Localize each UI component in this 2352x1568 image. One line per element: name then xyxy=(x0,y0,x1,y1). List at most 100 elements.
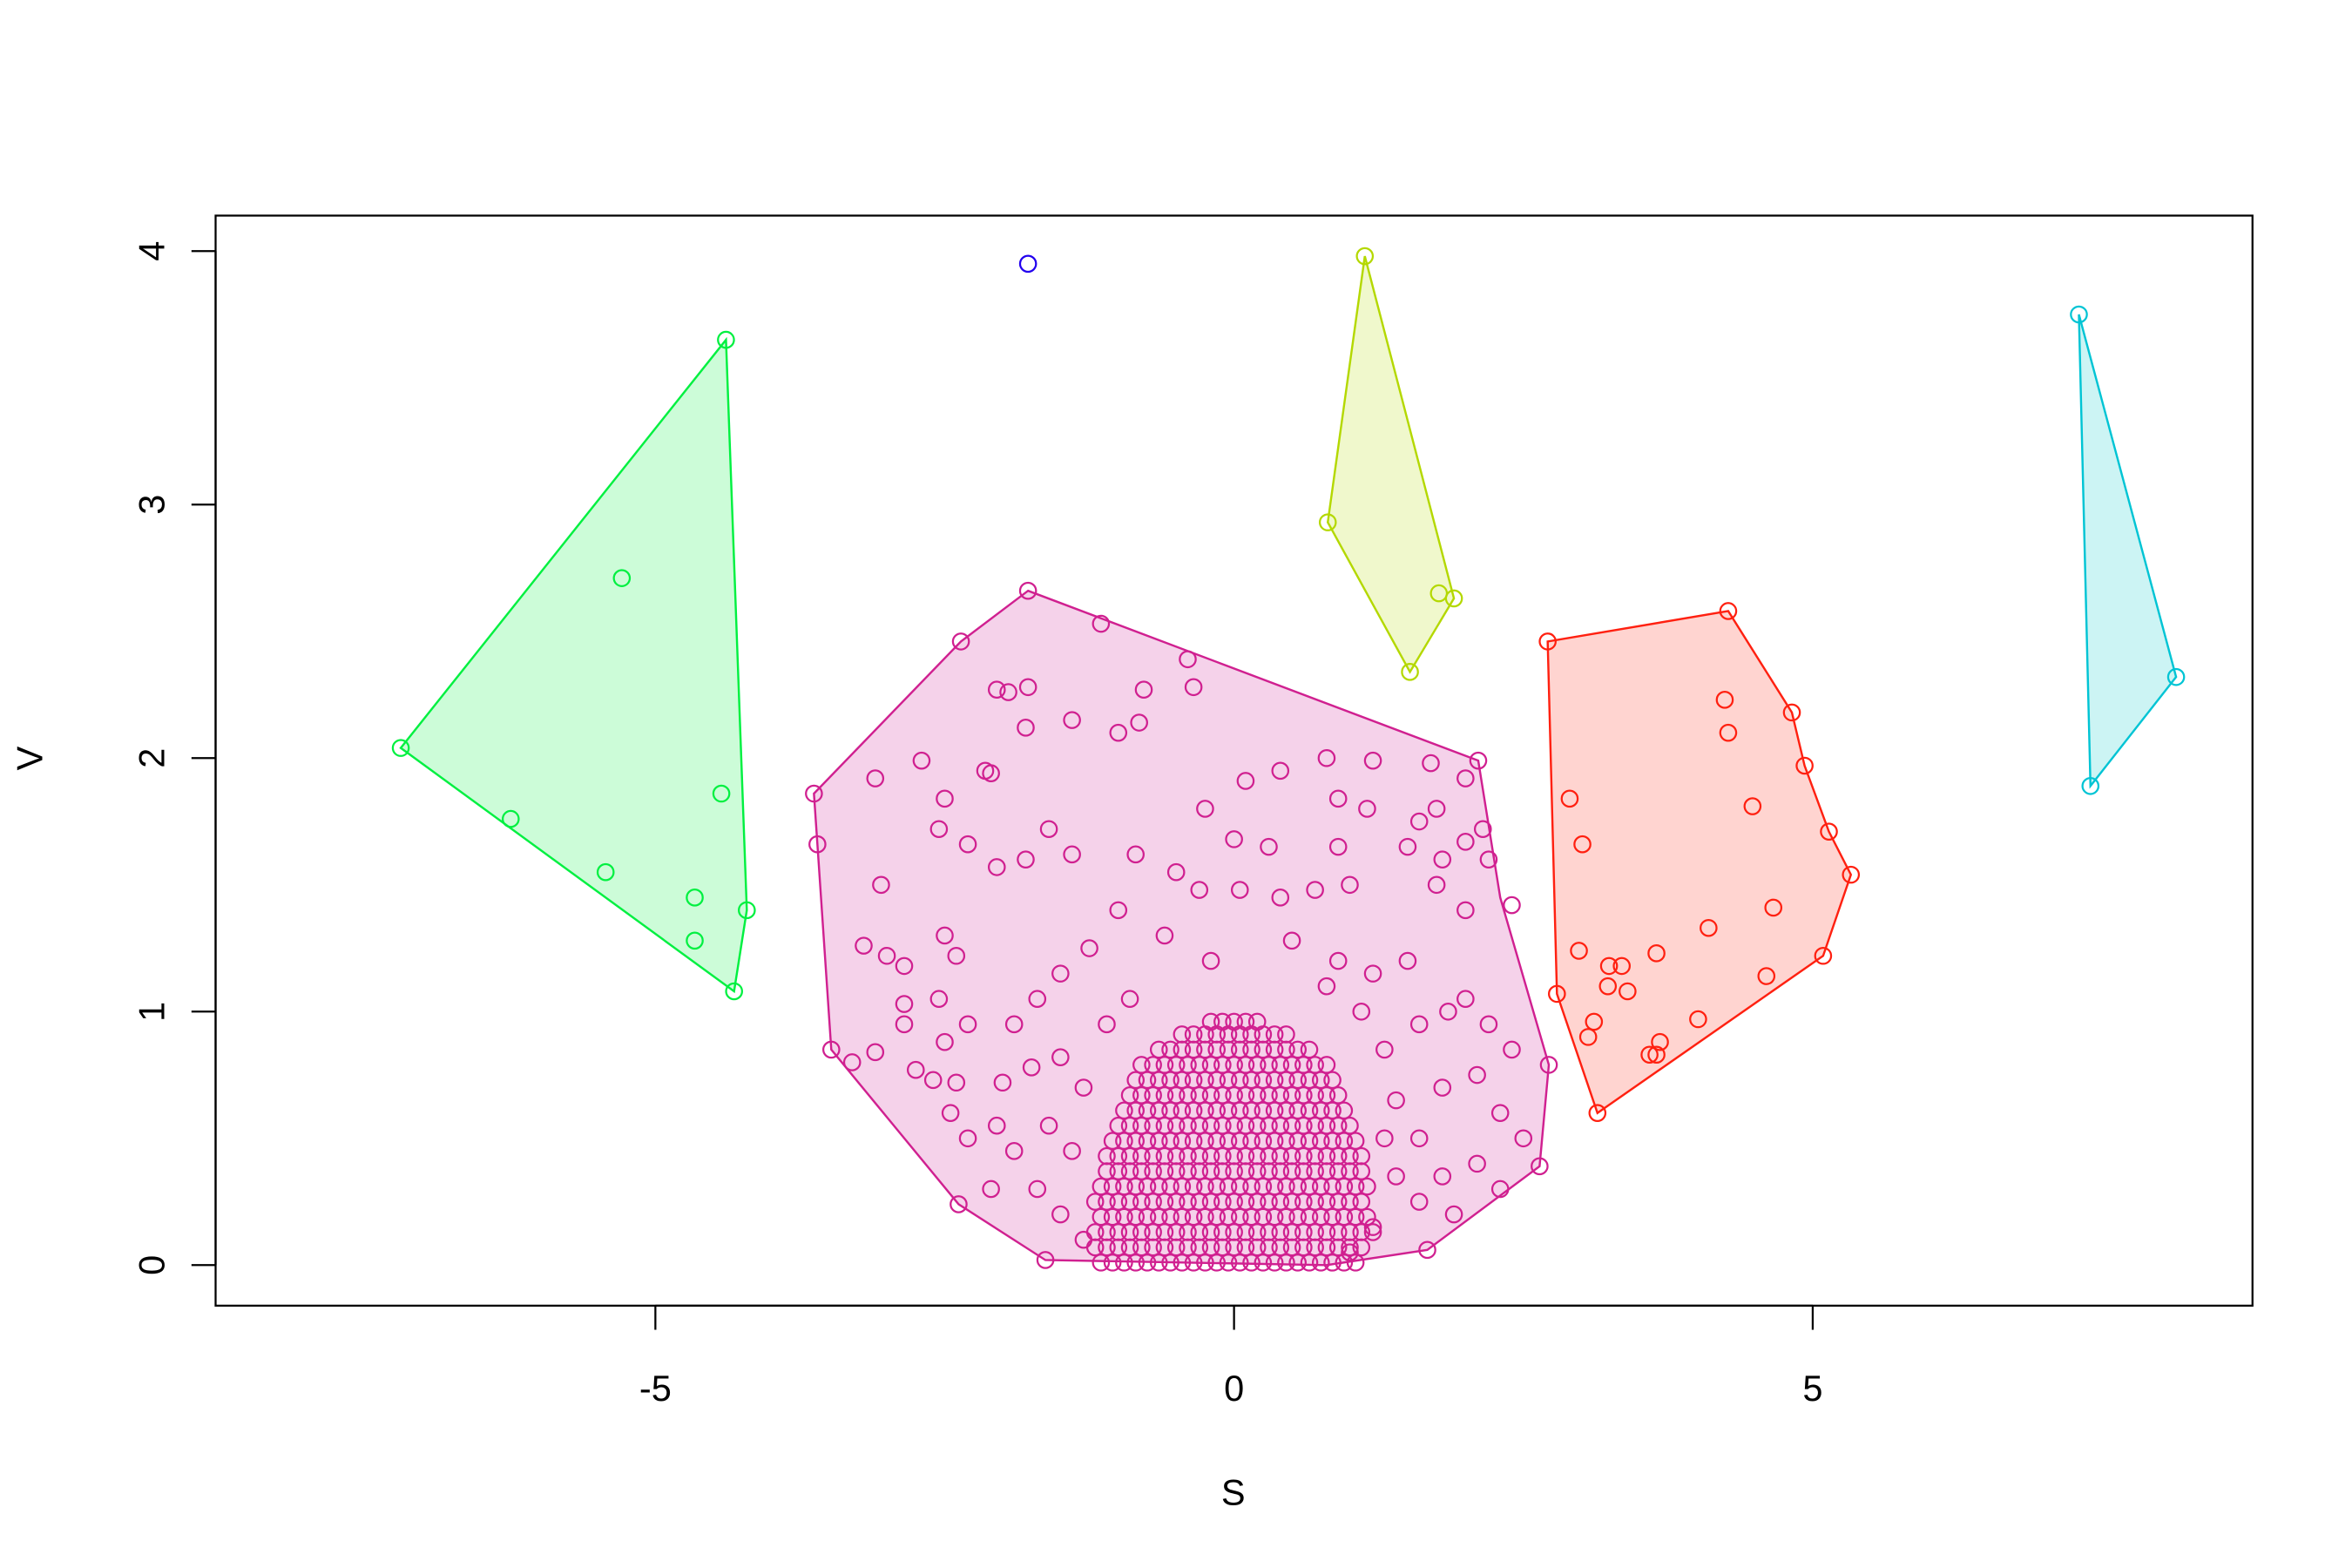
data-point xyxy=(866,769,885,787)
data-point xyxy=(1063,711,1081,729)
data-point xyxy=(1225,1223,1243,1241)
data-point xyxy=(1306,1193,1324,1211)
data-point xyxy=(1144,1116,1162,1135)
data-point xyxy=(1585,1012,1604,1031)
data-point xyxy=(1115,1101,1133,1120)
data-point xyxy=(951,632,970,651)
data-point xyxy=(1282,1193,1301,1211)
data-point xyxy=(1018,581,1037,600)
data-point xyxy=(1179,1193,1197,1211)
data-point xyxy=(1277,1177,1295,1196)
data-point xyxy=(1358,1207,1376,1227)
data-point xyxy=(1254,1254,1273,1272)
data-point xyxy=(1242,1132,1260,1150)
data-point xyxy=(1294,1056,1313,1074)
data-point xyxy=(1719,602,1738,620)
data-point xyxy=(1149,1254,1168,1272)
data-point xyxy=(1260,1146,1278,1166)
data-point xyxy=(1433,850,1452,868)
data-point xyxy=(1207,1254,1227,1272)
data-point xyxy=(1743,797,1762,815)
data-point xyxy=(1196,1254,1214,1272)
data-point xyxy=(1341,1193,1359,1211)
data-point xyxy=(1346,1177,1365,1196)
cluster-hull xyxy=(813,589,1551,1267)
data-point xyxy=(1311,1254,1330,1272)
data-point xyxy=(1236,1056,1255,1074)
data-point xyxy=(1578,1028,1598,1046)
data-point xyxy=(1282,1223,1301,1241)
data-point xyxy=(1201,1012,1220,1031)
data-point xyxy=(1306,1086,1324,1105)
data-point xyxy=(1063,845,1081,864)
data-point xyxy=(1132,1146,1151,1166)
cluster-hull xyxy=(2078,314,2178,789)
data-point xyxy=(1149,1040,1168,1059)
data-point xyxy=(1166,1056,1186,1074)
data-point xyxy=(1225,1056,1243,1074)
data-point xyxy=(1288,1132,1308,1150)
data-point xyxy=(1109,901,1128,920)
data-point xyxy=(1352,1193,1371,1211)
data-point xyxy=(1236,1116,1255,1135)
data-point xyxy=(1173,1101,1192,1120)
data-point xyxy=(1144,1086,1162,1105)
data-point xyxy=(1201,1146,1220,1166)
data-point xyxy=(1306,881,1324,899)
data-point xyxy=(1166,1193,1186,1211)
data-point xyxy=(1306,1116,1324,1135)
data-point xyxy=(1317,1193,1336,1211)
data-point xyxy=(1063,1142,1081,1160)
data-point xyxy=(1225,1193,1243,1211)
data-point xyxy=(1004,1142,1024,1160)
data-point xyxy=(923,1071,943,1090)
data-point xyxy=(1346,1132,1365,1150)
data-point xyxy=(1539,1056,1558,1074)
data-point xyxy=(1242,1177,1260,1196)
data-point xyxy=(1017,719,1035,737)
data-point xyxy=(1277,1254,1295,1272)
data-point xyxy=(1230,1071,1249,1090)
data-point xyxy=(1247,1056,1267,1074)
data-point xyxy=(1409,812,1429,831)
data-point xyxy=(1306,1146,1324,1166)
data-point xyxy=(1138,1177,1157,1196)
data-point xyxy=(1456,769,1475,787)
data-point xyxy=(1764,898,1783,917)
data-point xyxy=(1651,1032,1669,1051)
data-point xyxy=(1219,1177,1238,1196)
data-point xyxy=(1109,1116,1128,1135)
data-point xyxy=(1161,1132,1179,1150)
data-point xyxy=(987,1116,1006,1135)
data-point xyxy=(1277,1132,1295,1150)
data-point xyxy=(1103,1132,1122,1150)
data-point xyxy=(1306,1056,1324,1074)
data-point xyxy=(1109,1193,1128,1211)
data-point xyxy=(1207,1207,1227,1227)
data-point xyxy=(1196,800,1214,818)
cluster-hulls xyxy=(399,255,2178,1267)
data-point xyxy=(1335,1207,1354,1227)
data-point xyxy=(1080,939,1098,957)
data-point xyxy=(1300,1132,1319,1150)
data-point xyxy=(1120,1086,1139,1105)
data-point xyxy=(1144,1056,1162,1074)
data-point xyxy=(1115,1254,1133,1272)
data-point xyxy=(1149,1132,1168,1150)
data-point xyxy=(1700,918,1718,937)
y-tick-label: 1 xyxy=(132,1002,172,1022)
data-point xyxy=(1265,1101,1284,1120)
data-point xyxy=(1017,850,1035,868)
y-axis: 0 1 2 3 4 xyxy=(132,241,217,1275)
data-point xyxy=(1247,1086,1267,1105)
x-tick-label: 5 xyxy=(1802,1368,1822,1409)
data-point xyxy=(1103,1207,1122,1227)
data-point xyxy=(1358,800,1376,818)
x-tick-label: -5 xyxy=(639,1368,672,1409)
data-point xyxy=(1271,1056,1290,1074)
data-point xyxy=(1173,1207,1192,1227)
data-point xyxy=(1323,1254,1342,1272)
data-point xyxy=(1184,1177,1203,1196)
data-point xyxy=(1444,1205,1463,1224)
data-point xyxy=(1103,1254,1122,1272)
